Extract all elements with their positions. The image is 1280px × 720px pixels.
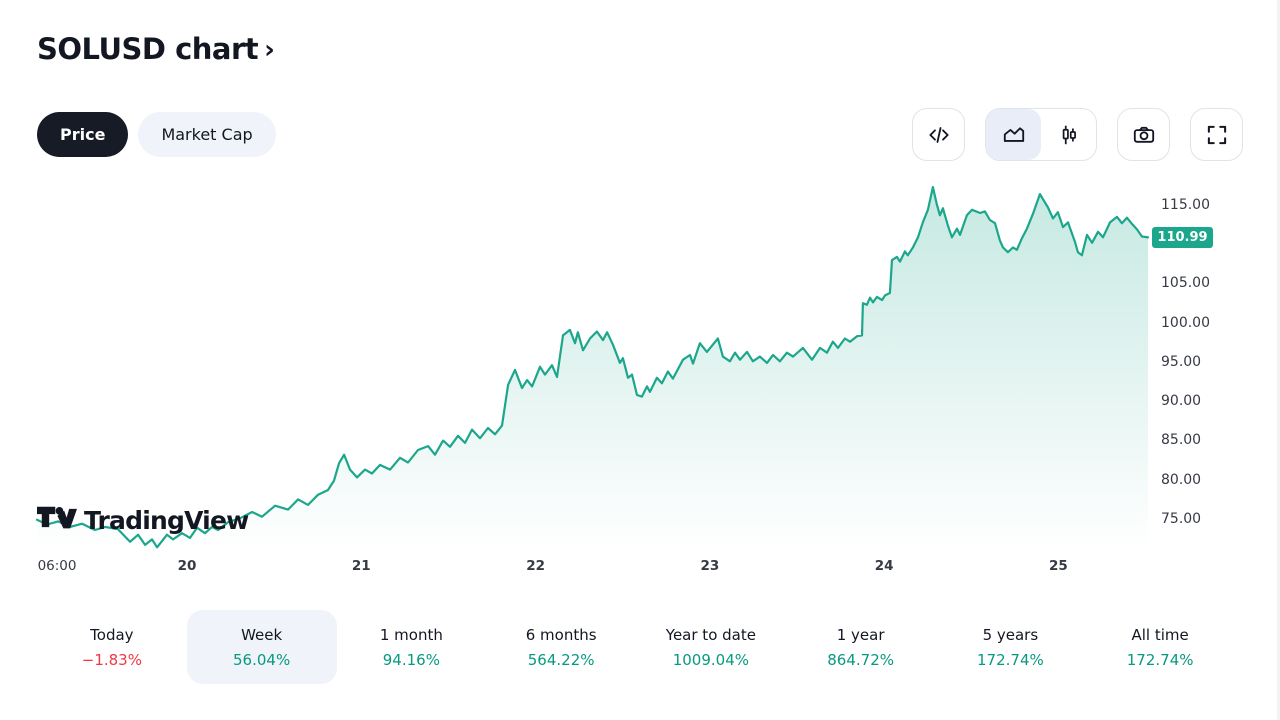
y-axis-label: 100.00 [1161,314,1210,331]
range-button-5-years[interactable]: 5 years 172.74% [936,610,1086,684]
range-button-6-months[interactable]: 6 months 564.22% [486,610,636,684]
range-value: −1.83% [81,650,142,669]
y-axis-label: 75.00 [1161,510,1202,527]
range-button-year-to-date[interactable]: Year to date 1009.04% [636,610,786,684]
range-label: 5 years [982,625,1039,644]
range-button-all-time[interactable]: All time 172.74% [1085,610,1235,684]
market-cap-toggle-button[interactable]: Market Cap [138,112,276,157]
chart-toolbar [912,108,1243,161]
range-label: Year to date [665,625,756,644]
range-label: 1 year [836,625,885,644]
price-area-chart[interactable] [0,180,1280,580]
range-button-today[interactable]: Today −1.83% [37,610,187,684]
area-chart-icon [1001,122,1027,148]
y-axis-label: 85.00 [1161,432,1202,449]
x-axis-label: 20 [177,558,197,574]
embed-code-button[interactable] [912,108,965,161]
snapshot-button[interactable] [1117,108,1170,161]
page-title-text: SOLUSD chart [37,32,259,66]
controls-row: Price Market Cap [37,108,1243,161]
price-badge: 110.99 [1152,227,1213,249]
range-label: Week [241,625,283,644]
chart-price-line [35,186,1150,549]
fullscreen-button[interactable] [1190,108,1243,161]
range-button-1-month[interactable]: 1 month 94.16% [337,610,487,684]
camera-icon [1131,122,1157,148]
range-row: Today −1.83% Week 56.04% 1 month 94.16% 6 mont… [37,610,1235,684]
y-axis-label: 90.00 [1161,393,1202,410]
tradingview-logo-mark-icon [37,504,77,536]
x-axis-label: 06:00 [37,558,77,574]
range-label: 1 month [379,625,443,644]
x-axis-label: 22 [526,558,545,574]
y-axis-label: 95.00 [1161,353,1202,370]
candlestick-icon [1056,122,1082,148]
code-icon [926,122,952,148]
range-value: 864.72% [827,650,894,669]
range-value: 564.22% [527,650,595,669]
page-title[interactable]: SOLUSD chart › [37,32,275,66]
range-value: 94.16% [382,650,440,669]
y-axis-label: 80.00 [1161,471,1202,488]
range-value: 172.74% [1126,650,1194,669]
tradingview-logo[interactable]: TradingView [37,504,249,536]
x-axis-label: 24 [874,558,894,574]
chart-style-group [985,108,1097,161]
range-label: 6 months [525,625,597,644]
chart-area-fill [37,187,1148,552]
tradingview-logo-text: TradingView [84,505,249,535]
area-style-button[interactable] [986,109,1041,160]
x-axis-label: 25 [1049,558,1068,574]
x-axis-label: 21 [351,558,371,574]
view-toggle: Price Market Cap [37,112,276,157]
y-axis-label: 115.00 [1161,196,1210,213]
candles-style-button[interactable] [1041,109,1096,160]
range-label: All time [1131,625,1189,644]
range-label: Today [90,625,134,644]
window-edge [1277,0,1280,720]
range-value: 1009.04% [672,650,750,669]
x-axis-label: 23 [700,558,720,574]
chart-area: 115.00110.00105.00100.0095.0090.0085.008… [0,180,1280,580]
range-button-week[interactable]: Week 56.04% [186,610,337,684]
y-axis-label: 105.00 [1161,275,1210,292]
price-toggle-button[interactable]: Price [37,112,129,157]
range-value: 56.04% [233,650,291,669]
range-value: 172.74% [977,650,1044,669]
fullscreen-icon [1204,122,1230,148]
chevron-right-icon: › [264,35,275,65]
range-button-1-year[interactable]: 1 year 864.72% [786,610,936,684]
